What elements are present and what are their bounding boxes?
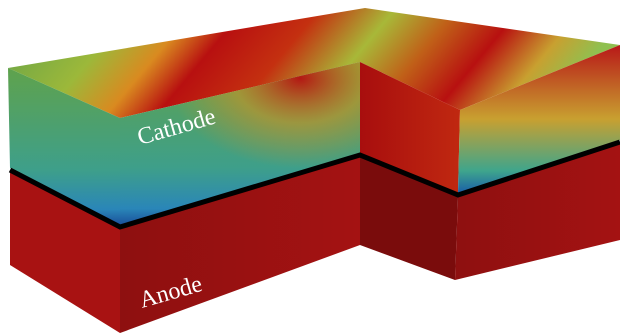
battery-render: Cathode Anode <box>0 0 620 336</box>
